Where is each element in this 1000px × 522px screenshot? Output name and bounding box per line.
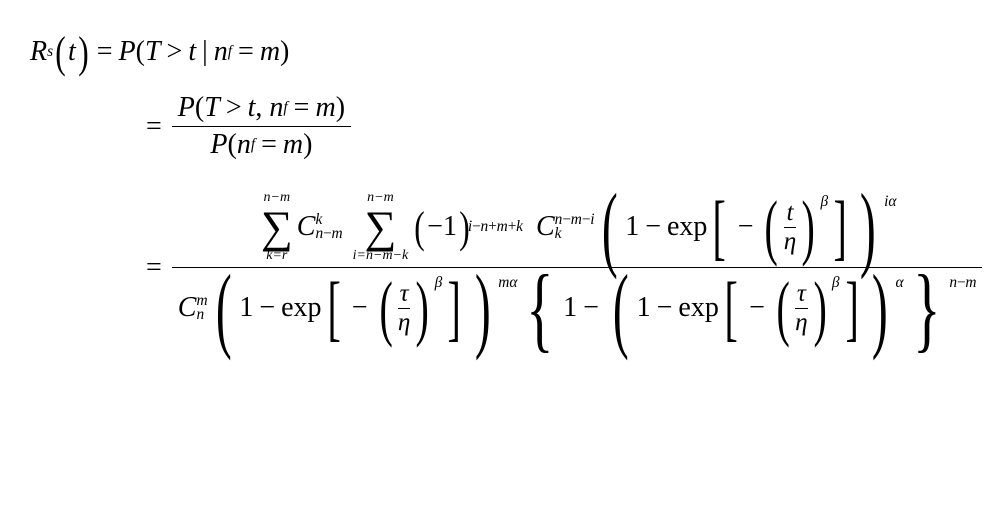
eqn: = <box>294 92 310 124</box>
equals3: = <box>146 252 162 284</box>
neg-c: − <box>749 292 765 324</box>
nf: n <box>214 36 228 68</box>
frac2-num: P(T>t, nf=m) <box>172 90 351 126</box>
equals: = <box>97 36 113 68</box>
lparen2: ( <box>136 36 145 68</box>
sum2-bot: i=n−m−k <box>353 249 409 263</box>
m: m <box>260 36 280 68</box>
gt2: > <box>226 92 242 124</box>
equals2: = <box>146 111 162 143</box>
eta2: η <box>795 309 808 337</box>
minus-d: − <box>657 292 673 324</box>
neg1-exp: i−n+m+k <box>468 218 522 236</box>
neg-b: − <box>352 292 368 324</box>
t-num: t <box>786 199 793 227</box>
eq-line-3: = n−m ∑ k=r Ckn−m n−m ∑ i=n−m−k (−1)i−n+… <box>140 187 970 348</box>
rparen2: ) <box>280 36 289 68</box>
eta-den: η <box>784 228 797 256</box>
alpha-exp: α <box>896 274 904 292</box>
rparen: ) <box>78 26 88 78</box>
t-over-eta: tη <box>784 199 797 256</box>
C1-sub: n−m <box>315 227 341 241</box>
var-R: R <box>30 36 47 68</box>
sum1-bot: k=r <box>266 249 287 263</box>
equation-block: Rs (t) = P(T > t | nf = m) = P(T>t, nf=m… <box>30 20 970 354</box>
lparen: ( <box>55 26 65 78</box>
exp-c: exp <box>678 292 718 324</box>
main-num: n−m ∑ k=r Ckn−m n−m ∑ i=n−m−k (−1)i−n+m+… <box>251 187 903 267</box>
beta2: β <box>435 274 443 292</box>
one-a: 1 <box>625 211 639 243</box>
tau-over-eta-2: τη <box>795 280 808 337</box>
eq-line-1: Rs (t) = P(T > t | nf = m) <box>30 26 970 78</box>
one-d: 1 <box>637 292 651 324</box>
fn-P: P <box>119 36 136 68</box>
minus-a: − <box>645 211 661 243</box>
T: T <box>145 36 161 68</box>
eqd: = <box>261 129 277 161</box>
tau1: τ <box>400 280 409 308</box>
main-den: Cmn (1−exp[−(τη)β])mα {1−(1−exp[−(τη)β])… <box>172 268 982 348</box>
eq2: = <box>238 36 254 68</box>
beta1: β <box>820 193 828 211</box>
C2-sub: k <box>555 227 594 241</box>
mn: m <box>315 92 335 124</box>
neg-a: − <box>738 211 754 243</box>
minus-b: − <box>259 292 275 324</box>
given-bar: | <box>202 36 208 68</box>
comma: , <box>255 92 262 124</box>
nfd-sub: f <box>251 136 255 154</box>
one-b: 1 <box>239 292 253 324</box>
Cd-sub: n <box>196 308 207 322</box>
arg-t: t <box>68 36 76 68</box>
frac2-den: P(nf=m) <box>204 127 318 163</box>
ialpha: iα <box>884 193 896 211</box>
tau2: τ <box>797 280 806 308</box>
exp-a: exp <box>667 211 707 243</box>
beta3: β <box>832 274 840 292</box>
nmm-exp: n−m <box>949 274 975 292</box>
nfn: n <box>269 92 283 124</box>
exp-b: exp <box>281 292 321 324</box>
minus-c: − <box>583 292 599 324</box>
malpha: mα <box>498 274 517 292</box>
sum2: n−m ∑ i=n−m−k <box>353 191 409 264</box>
C2: C <box>536 211 555 243</box>
neg1: −1 <box>427 211 457 243</box>
sum1: n−m ∑ k=r <box>261 191 293 264</box>
P-den: P <box>210 129 227 161</box>
gt: > <box>167 36 183 68</box>
Cd: C <box>178 292 197 324</box>
tau-over-eta-1: τη <box>398 280 411 337</box>
P-num: P <box>178 92 195 124</box>
t2: t <box>188 36 196 68</box>
one-c: 1 <box>563 292 577 324</box>
nfd: n <box>237 129 251 161</box>
Tn: T <box>204 92 220 124</box>
tn: t <box>248 92 256 124</box>
nf-sub: f <box>228 43 232 61</box>
eq-line-2: = P(T>t, nf=m) P(nf=m) <box>140 90 970 163</box>
nfn-sub: f <box>283 99 287 117</box>
eta1: η <box>398 309 411 337</box>
sub-s: s <box>47 43 53 61</box>
main-frac: n−m ∑ k=r Ckn−m n−m ∑ i=n−m−k (−1)i−n+m+… <box>172 187 982 348</box>
md: m <box>283 129 303 161</box>
frac-line2: P(T>t, nf=m) P(nf=m) <box>172 90 351 163</box>
C1: C <box>297 211 316 243</box>
C2-sup: n−m−i <box>555 213 594 227</box>
